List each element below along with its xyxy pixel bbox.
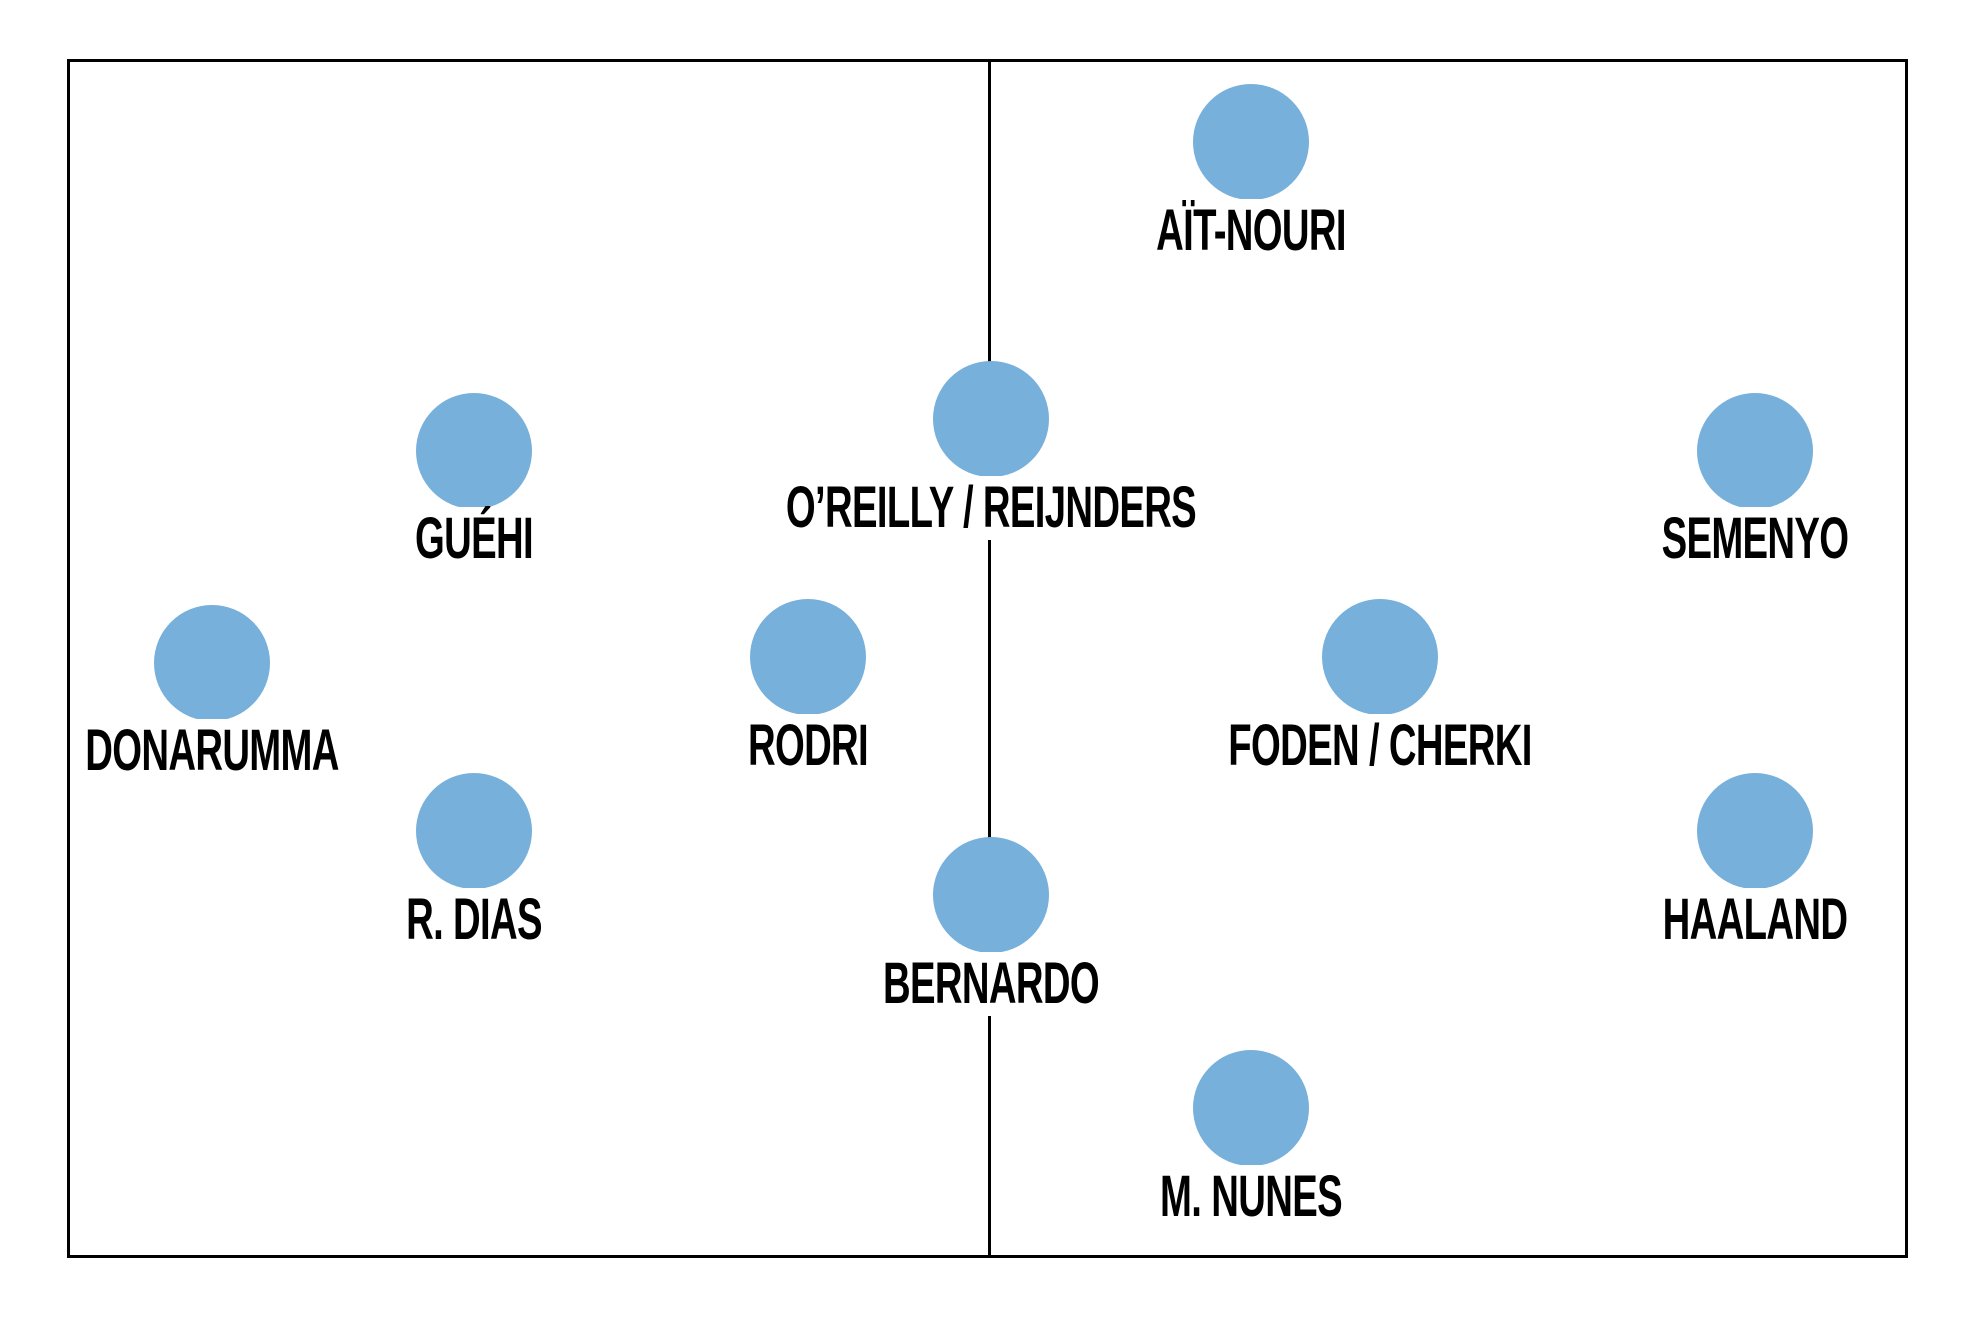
player-name: DONARUMMA [81,719,343,783]
player-marker [154,605,270,721]
player-marker [1193,1050,1309,1166]
player-marker [416,773,532,889]
player-marker [750,599,866,715]
player-marker [416,393,532,509]
player-name: SEMENYO [1657,507,1853,571]
player-marker [1322,599,1438,715]
halfway-line [988,59,991,1258]
player-marker [933,361,1049,477]
player-marker [1697,393,1813,509]
player-name: AÏT-NOURI [1152,199,1350,263]
player-marker [933,837,1049,953]
player-name: FODEN / CHERKI [1224,714,1536,778]
player-name: GUÉHI [411,507,537,571]
player-name: M. NUNES [1156,1165,1346,1229]
player-name: RODRI [744,714,872,778]
player-marker [1697,773,1813,889]
player-name: O’REILLY / REIJNDERS [781,476,1201,540]
player-name: HAALAND [1658,888,1852,952]
player-name: BERNARDO [879,952,1103,1016]
player-marker [1193,84,1309,200]
pitch-outline [67,59,1908,1258]
player-name: R. DIAS [402,888,546,952]
